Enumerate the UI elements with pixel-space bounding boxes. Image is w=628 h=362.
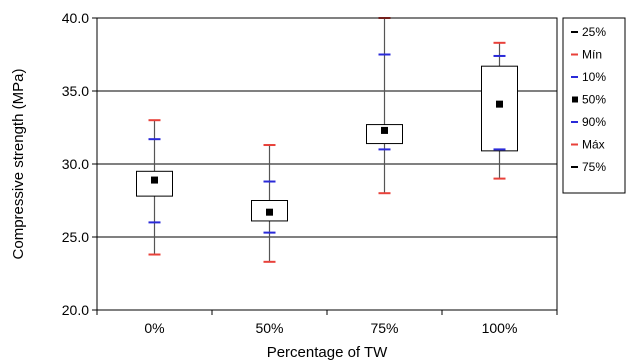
x-tick-label: 75%	[370, 320, 398, 336]
legend-label: Mín	[582, 48, 602, 62]
legend-swatch	[572, 96, 578, 103]
legend-item: 50%	[572, 93, 606, 107]
x-axis-title: Percentage of TW	[267, 344, 388, 361]
interquartile-box	[481, 65, 518, 152]
median-marker	[151, 176, 158, 184]
legend-label: 25%	[582, 25, 606, 39]
median-marker	[266, 208, 273, 216]
x-tick-label: 0%	[144, 320, 164, 336]
y-tick-label: 20.0	[62, 302, 89, 318]
legend-label: 75%	[582, 160, 606, 174]
x-axis-ticks: 0% 50% 75% 100%	[96, 310, 558, 336]
x-tick-label: 50%	[255, 320, 283, 336]
legend-box	[562, 17, 626, 194]
median-marker	[496, 100, 503, 108]
legend-item: 90%	[571, 115, 606, 129]
y-axis-title: Compressive strength (MPa)	[10, 69, 27, 260]
y-tick-label: 30.0	[62, 156, 89, 172]
x-tick-label: 100%	[482, 320, 518, 336]
legend-item: 75%	[571, 160, 606, 174]
y-tick-label: 40.0	[62, 10, 89, 26]
y-axis-ticks: 20.0 25.0 30.0 35.0 40.0	[62, 10, 97, 318]
legend-label: Máx	[582, 138, 605, 152]
legend-label: 50%	[582, 93, 606, 107]
legend-label: 10%	[582, 70, 606, 84]
legend-label: 90%	[582, 115, 606, 129]
interquartile-box	[136, 170, 173, 197]
box-0%	[136, 119, 173, 256]
gridlines	[97, 90, 557, 238]
interquartile-box	[366, 124, 403, 145]
y-tick-label: 35.0	[62, 83, 89, 99]
boxes	[136, 17, 518, 263]
y-tick-label: 25.0	[62, 229, 89, 245]
box-50%	[251, 144, 288, 263]
box-100%	[481, 41, 518, 180]
median-marker	[381, 126, 388, 134]
legend-item: 25%	[571, 25, 606, 39]
box-75%	[366, 17, 403, 195]
legend-item: 10%	[571, 70, 606, 84]
legend-item: Máx	[571, 138, 605, 152]
legend-item: Mín	[571, 48, 602, 62]
legend: 25% Mín 10% 50% 90% Máx 75%	[562, 17, 626, 194]
